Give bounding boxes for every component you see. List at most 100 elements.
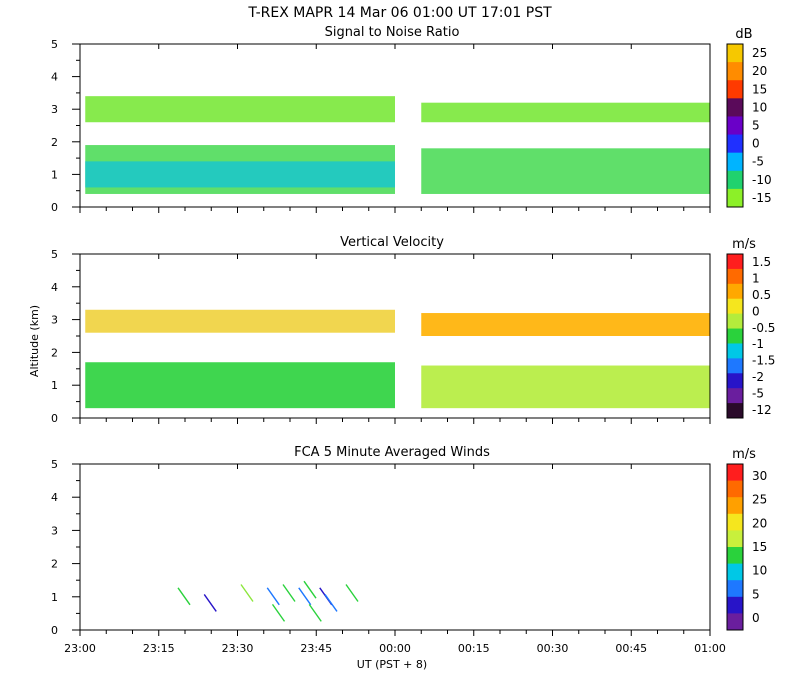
y-tick-label: 5: [51, 458, 58, 471]
colorbar-label: -15: [752, 191, 772, 205]
wind-barb: [303, 580, 317, 599]
colorbar-swatch: [727, 134, 743, 154]
data-layer: [85, 96, 395, 123]
colorbar-label: 5: [752, 119, 760, 133]
colorbar-swatch: [727, 480, 743, 498]
colorbar-swatch: [727, 116, 743, 136]
colorbar-label: -2: [752, 370, 764, 384]
colorbar-swatch: [727, 358, 743, 374]
colorbar-unit: m/s: [732, 447, 756, 462]
panel-3: FCA 5 Minute Averaged Winds 0 1 2 3 4 5 23:00 23…: [51, 445, 767, 655]
colorbar-label: 25: [752, 46, 767, 60]
y-tick-label: 1: [51, 379, 58, 392]
y-axis-label: Altitude (km): [28, 305, 41, 377]
y-tick-label: 4: [51, 491, 58, 504]
colorbar-unit: m/s: [732, 237, 756, 252]
y-tick-label: 4: [51, 281, 58, 294]
y-tick-label: 5: [51, 248, 58, 261]
wind-barb: [240, 584, 254, 602]
x-tick-label: 00:15: [458, 642, 490, 655]
y-tick-label: 4: [51, 71, 58, 84]
colorbar-swatch: [727, 170, 743, 190]
wind-barb: [203, 594, 217, 612]
colorbar-label: -10: [752, 173, 772, 187]
colorbar-label: -1.5: [752, 354, 775, 368]
y-tick-label: 1: [51, 168, 58, 181]
colorbar-swatch: [727, 497, 743, 515]
wind-barb: [308, 603, 322, 622]
x-tick-label: 00:30: [537, 642, 569, 655]
colorbar-swatch: [727, 530, 743, 548]
colorbar-label: -5: [752, 386, 764, 400]
colorbar-label: 15: [752, 540, 767, 554]
colorbar-swatch: [727, 596, 743, 614]
y-tick-label: 5: [51, 38, 58, 51]
colorbar-swatch: [727, 44, 743, 63]
colorbar-swatch: [727, 80, 743, 99]
figure-title: T-REX MAPR 14 Mar 06 01:00 UT 17:01 PST: [247, 5, 552, 21]
colorbar-label: 5: [752, 587, 760, 601]
wind-barb: [177, 587, 191, 606]
colorbar-label: 30: [752, 469, 767, 483]
colorbar-swatch: [727, 62, 743, 81]
panels: Signal to Noise Ratio0123452520151050-5-…: [51, 25, 775, 655]
colorbar-label: -1: [752, 337, 764, 351]
colorbar-label: 0: [752, 304, 760, 318]
colorbar-label: 10: [752, 100, 767, 114]
colorbar-label: 0: [752, 611, 760, 625]
colorbar-swatch: [727, 98, 743, 117]
panel-title: Signal to Noise Ratio: [325, 25, 460, 40]
colorbar-label: 1: [752, 272, 760, 286]
colorbar-swatch: [727, 298, 743, 315]
x-tick-label: 00:45: [615, 642, 647, 655]
colorbar-swatch: [727, 313, 743, 330]
wind-barb: [324, 594, 338, 612]
colorbar-swatch: [727, 268, 743, 285]
colorbar-label: 1.5: [752, 255, 771, 269]
y-tick-label: 0: [51, 624, 58, 637]
colorbar-unit: dB: [735, 27, 752, 42]
y-tick-label: 1: [51, 591, 58, 604]
data-layer: [85, 309, 395, 333]
colorbar-swatch: [727, 547, 743, 565]
colorbar-swatch: [727, 254, 743, 270]
colorbar-label: 25: [752, 493, 767, 507]
x-tick-label: 23:30: [222, 642, 254, 655]
data-layer: [421, 365, 710, 409]
colorbar-swatch: [727, 563, 743, 581]
colorbar-swatch: [727, 513, 743, 531]
colorbar-label: 15: [752, 82, 767, 96]
y-tick-label: 0: [51, 412, 58, 425]
wind-barb: [345, 584, 359, 602]
colorbar-frame: [726, 463, 744, 631]
colorbar-frame: [726, 43, 744, 208]
data-layer: [421, 313, 710, 336]
y-tick-label: 3: [51, 103, 58, 116]
colorbar-label: 0.5: [752, 288, 771, 302]
colorbar-swatch: [727, 388, 743, 404]
colorbar-label: -5: [752, 155, 764, 169]
panel-1: Signal to Noise Ratio 0 1 2 3 4 5 25 20 15 10 5 0 -5 -…: [51, 25, 772, 214]
wind-barb: [298, 587, 312, 606]
colorbar-swatch: [727, 328, 743, 344]
y-tick-label: 2: [51, 558, 58, 571]
data-layer: [421, 148, 710, 194]
y-tick-label: 3: [51, 524, 58, 537]
data-layer: [85, 161, 395, 188]
colorbar-swatch: [727, 580, 743, 598]
colorbar-swatch: [727, 613, 743, 631]
y-tick-label: 2: [51, 136, 58, 149]
panel-2: Vertical Velocity 0 1 2 3 4 5 1.5 1 0.5 0 -0.5 -1 -1.…: [51, 235, 775, 425]
colorbar-swatch: [727, 464, 743, 482]
colorbar-swatch: [727, 403, 743, 419]
colorbar-label: -12: [752, 403, 772, 417]
wind-barb: [282, 584, 296, 602]
colorbar-swatch: [727, 343, 743, 359]
colorbar-swatch: [727, 152, 743, 172]
colorbar-label: -0.5: [752, 321, 775, 335]
data-layer: [85, 362, 395, 409]
x-tick-label: 00:00: [379, 642, 411, 655]
x-axis-label: UT (PST + 8): [357, 658, 427, 671]
x-tick-label: 23:15: [143, 642, 175, 655]
